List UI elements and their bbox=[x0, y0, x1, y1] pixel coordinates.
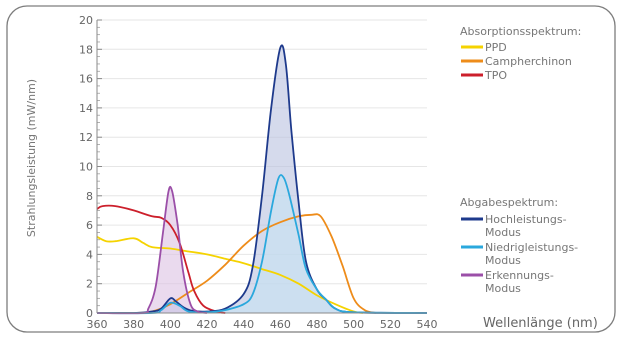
x-tick-label: 400 bbox=[160, 318, 181, 331]
legend-label: Modus bbox=[485, 226, 521, 239]
area-erkennungs bbox=[97, 186, 207, 314]
legend-label: PPD bbox=[485, 41, 507, 54]
y-axis-label: Strahlungsleistung (mW/nm) bbox=[25, 79, 38, 237]
emission-legend-title: Abgabespektrum: bbox=[460, 196, 558, 209]
y-tick-labels: 0 2 4 6 8 10 12 14 16 18 20 bbox=[79, 14, 93, 320]
x-tick-label: 540 bbox=[417, 318, 438, 331]
y-tick-label: 12 bbox=[79, 131, 93, 144]
y-tick-label: 20 bbox=[79, 14, 93, 27]
area-niedrigleistungs bbox=[97, 175, 427, 314]
y-tick-label: 2 bbox=[86, 278, 93, 291]
y-tick-label: 6 bbox=[86, 219, 93, 232]
series-lines bbox=[96, 44, 428, 315]
x-tick-labels: 360 380 400 420 440 460 480 500 520 540 bbox=[87, 318, 438, 331]
legend-label: Erkennungs- bbox=[485, 269, 554, 282]
y-tick-label: 8 bbox=[86, 190, 93, 203]
line-niedrigleistungs bbox=[96, 174, 428, 315]
y-tick-label: 0 bbox=[86, 307, 93, 320]
x-tick-label: 360 bbox=[87, 318, 108, 331]
x-tick-label: 480 bbox=[307, 318, 328, 331]
legend-label: Niedrigleistungs- bbox=[485, 241, 578, 254]
y-tick-label: 18 bbox=[79, 43, 93, 56]
y-tick-label: 10 bbox=[79, 161, 93, 174]
legend-label: Hochleistungs- bbox=[485, 213, 567, 226]
legend-label: TPO bbox=[484, 69, 507, 82]
x-tick-label: 460 bbox=[270, 318, 291, 331]
x-tick-label: 380 bbox=[123, 318, 144, 331]
line-ppd bbox=[96, 236, 363, 314]
x-tick-label: 420 bbox=[197, 318, 218, 331]
axes bbox=[96, 20, 427, 314]
legend-label: Modus bbox=[485, 254, 521, 267]
x-tick-label: 500 bbox=[343, 318, 364, 331]
x-tick-label: 440 bbox=[233, 318, 254, 331]
y-tick-label: 4 bbox=[86, 248, 93, 261]
y-tick-label: 16 bbox=[79, 73, 93, 86]
emission-legend: Hochleistungs-ModusNiedrigleistungs-Modu… bbox=[461, 213, 578, 295]
line-erkennungs bbox=[96, 185, 208, 315]
y-tick-label: 14 bbox=[79, 102, 93, 115]
chart-frame bbox=[6, 5, 616, 333]
legend-label: Campherchinon bbox=[485, 55, 572, 68]
line-tpo bbox=[96, 204, 226, 314]
legend-label: Modus bbox=[485, 282, 521, 295]
x-tick-label: 520 bbox=[380, 318, 401, 331]
line-campherchinon bbox=[96, 213, 376, 314]
x-axis-label: Wellenlänge (nm) bbox=[483, 316, 598, 331]
absorption-legend-title: Absorptionsspektrum: bbox=[460, 25, 581, 38]
